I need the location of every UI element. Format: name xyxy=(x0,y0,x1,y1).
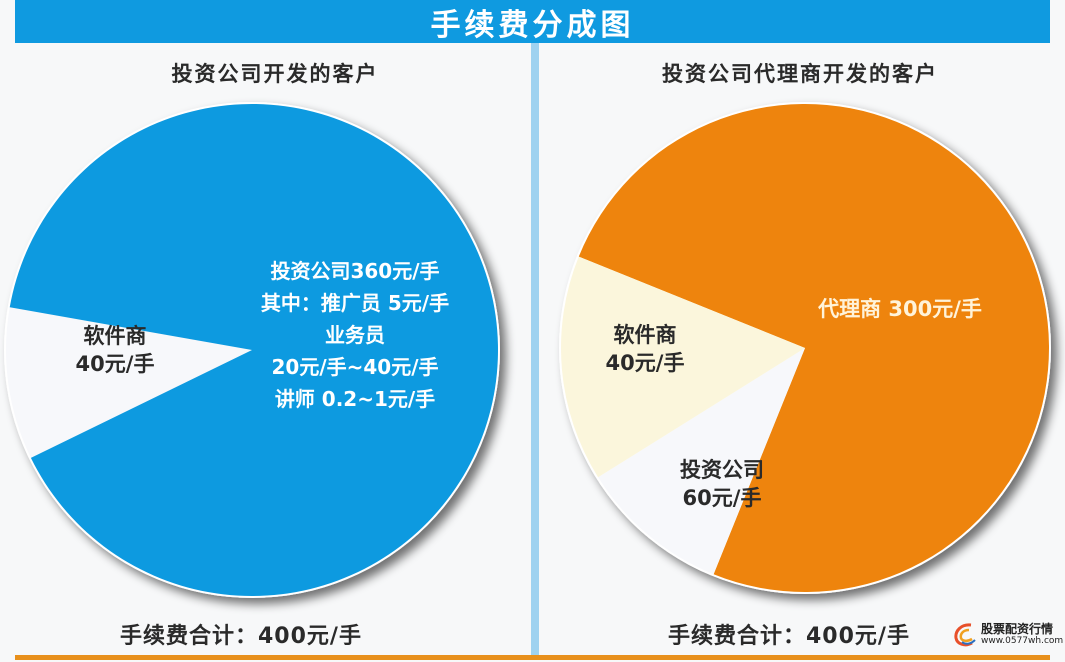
left-software-label: 软件商 40元/手 xyxy=(75,324,155,376)
pie-slice xyxy=(598,348,805,575)
pie-slice xyxy=(9,104,498,597)
right-pie-chart xyxy=(559,102,1051,594)
chart-title: 手续费分成图 xyxy=(430,7,635,43)
pie-slice xyxy=(6,307,253,458)
pie-slice xyxy=(561,256,805,478)
right-panel-title: 投资公司代理商开发的客户 xyxy=(662,62,938,86)
right-software-label: 软件商 40元/手 xyxy=(605,323,685,375)
watermark-logo-icon xyxy=(954,623,976,647)
header-bar: 手续费分成图 xyxy=(15,0,1050,43)
right-investment-label: 投资公司 60元/手 xyxy=(680,458,764,510)
left-total: 手续费合计：400元/手 xyxy=(120,624,362,649)
watermark-name: 股票配资行情 xyxy=(981,622,1054,637)
watermark-url: www.0577wh.com xyxy=(981,635,1064,646)
watermark: 股票配资行情 www.0577wh.com xyxy=(953,622,1063,648)
pie-slice xyxy=(578,103,1049,593)
panel-divider xyxy=(531,43,539,655)
left-investment-label: 投资公司360元/手 其中：推广员 5元/手 业务员 20元/手~40元/手 讲… xyxy=(260,259,450,411)
bottom-bar xyxy=(15,655,1050,660)
left-pie-chart xyxy=(4,102,500,598)
right-agent-label: 代理商 300元/手 xyxy=(818,297,982,321)
left-panel-title: 投资公司开发的客户 xyxy=(171,62,379,86)
right-total: 手续费合计：400元/手 xyxy=(668,624,910,649)
